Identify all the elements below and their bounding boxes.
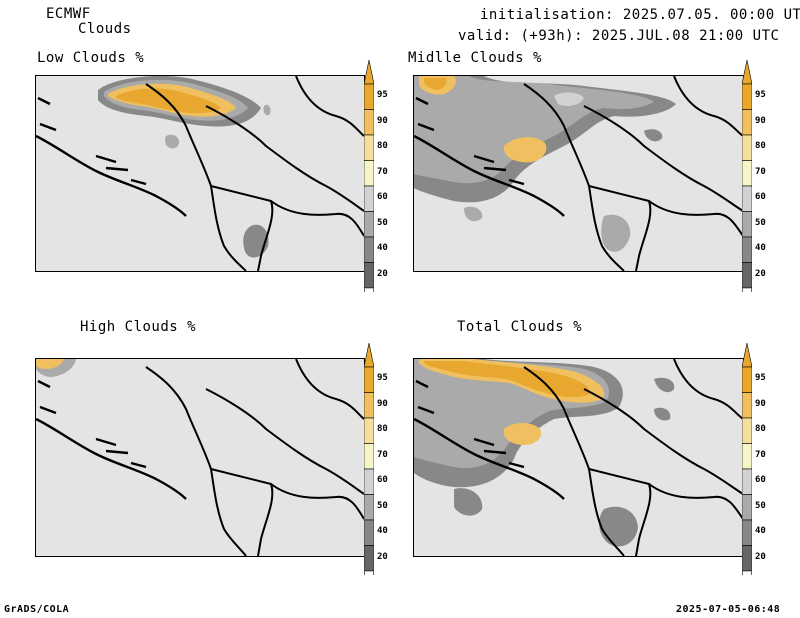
colorbar-label-95: 95	[755, 90, 766, 100]
model-name: ECMWF	[46, 6, 91, 22]
colorbar-label-90: 90	[755, 115, 766, 126]
colorbar-total: 95 90 80 70 60 50 40 20	[741, 342, 766, 596]
colorbar-swatch-80	[363, 134, 375, 161]
high-clouds-map	[35, 358, 365, 557]
colorbar-label-50: 50	[755, 217, 766, 228]
colorbar-label-20: 20	[755, 551, 766, 562]
colorbar-label-40: 40	[755, 526, 766, 536]
colorbar-swatch-70	[363, 443, 375, 470]
colorbar-swatch-95	[363, 366, 375, 393]
colorbar-swatch-95	[741, 366, 753, 393]
colorbar-label-70: 70	[755, 449, 766, 460]
colorbar-swatch-50	[741, 494, 753, 521]
colorbar-label-60: 60	[755, 192, 766, 202]
colorbar-label-90: 90	[377, 398, 388, 409]
colorbar-swatch-50	[741, 211, 753, 238]
colorbar-swatch-60	[363, 468, 375, 495]
colorbar-top-arrow	[363, 342, 375, 368]
colorbar-swatch-70	[741, 160, 753, 187]
high-clouds-title: High Clouds %	[80, 319, 197, 335]
total-clouds-map	[413, 358, 744, 557]
colorbar-bottom-arrow	[741, 287, 753, 313]
colorbar-swatch-90	[363, 392, 375, 419]
colorbar-swatch-20	[363, 262, 375, 289]
colorbar-svg	[741, 59, 753, 313]
colorbar-svg	[741, 342, 753, 596]
colorbar-label-50: 50	[377, 217, 388, 228]
colorbar-swatch-80	[741, 417, 753, 444]
colorbar-label-70: 70	[377, 449, 388, 460]
colorbar-swatch-40	[741, 519, 753, 546]
colorbar-swatch-90	[741, 392, 753, 419]
colorbar-label-95: 95	[377, 373, 388, 383]
colorbar-label-95: 95	[755, 373, 766, 383]
colorbar-label-60: 60	[755, 475, 766, 485]
colorbar-swatch-90	[363, 109, 375, 136]
footer-software: GrADS/COLA	[4, 604, 70, 615]
colorbar-top-arrow	[741, 59, 753, 85]
colorbar-label-60: 60	[377, 192, 388, 202]
colorbar-swatch-80	[741, 134, 753, 161]
colorbar-low: 95 90 80 70 60 50 40 20	[363, 59, 388, 313]
colorbar-label-50: 50	[755, 500, 766, 511]
colorbar-label-20: 20	[377, 268, 388, 279]
colorbar-label-70: 70	[755, 166, 766, 177]
footer-timestamp: 2025-07-05-06:48	[676, 604, 781, 615]
middle-clouds-map	[413, 75, 744, 272]
colorbar-swatch-70	[363, 160, 375, 187]
colorbar-bottom-arrow	[363, 570, 375, 596]
colorbar-swatch-70	[741, 443, 753, 470]
colorbar-label-40: 40	[377, 526, 388, 536]
colorbar-swatch-80	[363, 417, 375, 444]
colorbar-swatch-60	[741, 185, 753, 212]
low-clouds-map	[35, 75, 365, 272]
colorbar-bottom-arrow	[741, 570, 753, 596]
colorbar-label-95: 95	[377, 90, 388, 100]
middle-clouds-title: Midlle Clouds %	[408, 50, 542, 66]
colorbar-label-90: 90	[377, 115, 388, 126]
colorbar-label-20: 20	[377, 551, 388, 562]
colorbar-bottom-arrow	[363, 287, 375, 313]
low-clouds-title: Low Clouds %	[37, 50, 145, 66]
colorbar-label-50: 50	[377, 500, 388, 511]
colorbar-swatch-40	[363, 519, 375, 546]
colorbar-swatch-50	[363, 494, 375, 521]
colorbar-label-80: 80	[755, 141, 766, 151]
colorbar-top-arrow	[363, 59, 375, 85]
init-time: initialisation: 2025.07.05. 00:00 UTC	[480, 7, 800, 23]
colorbar-svg	[363, 342, 375, 596]
colorbar-swatch-40	[363, 236, 375, 263]
total-clouds-title: Total Clouds %	[457, 319, 583, 335]
colorbar-middle: 95 90 80 70 60 50 40 20	[741, 59, 766, 313]
colorbar-swatch-60	[741, 468, 753, 495]
colorbar-swatch-20	[363, 545, 375, 572]
colorbar-label-40: 40	[755, 243, 766, 253]
colorbar-swatch-95	[741, 83, 753, 110]
colorbar-label-20: 20	[755, 268, 766, 279]
colorbar-swatch-60	[363, 185, 375, 212]
colorbar-swatch-20	[741, 545, 753, 572]
colorbar-swatch-50	[363, 211, 375, 238]
colorbar-label-80: 80	[377, 141, 388, 151]
colorbar-swatch-95	[363, 83, 375, 110]
colorbar-label-80: 80	[377, 424, 388, 434]
colorbar-svg	[363, 59, 375, 313]
colorbar-label-60: 60	[377, 475, 388, 485]
colorbar-label-40: 40	[377, 243, 388, 253]
colorbar-label-70: 70	[377, 166, 388, 177]
colorbar-swatch-90	[741, 109, 753, 136]
product-name: Clouds	[78, 21, 132, 37]
valid-time: valid: (+93h): 2025.JUL.08 21:00 UTC	[458, 28, 780, 44]
colorbar-swatch-40	[741, 236, 753, 263]
colorbar-label-80: 80	[755, 424, 766, 434]
colorbar-label-90: 90	[755, 398, 766, 409]
colorbar-high: 95 90 80 70 60 50 40 20	[363, 342, 388, 596]
colorbar-top-arrow	[741, 342, 753, 368]
colorbar-swatch-20	[741, 262, 753, 289]
